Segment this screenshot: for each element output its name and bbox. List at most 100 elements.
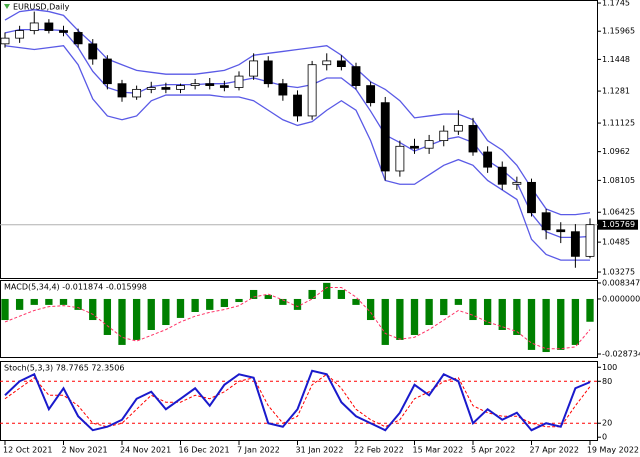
y-tick-label: 1.08105 [602, 176, 635, 185]
macd-bar [45, 298, 53, 305]
candle-body [336, 60, 346, 68]
macd-bar [249, 289, 258, 299]
macd-bar [469, 298, 477, 321]
y-tick-label: -0.028734 [602, 350, 640, 359]
macd-bar [74, 298, 82, 310]
band-lower [4, 45, 590, 261]
macd-bar [89, 298, 97, 321]
x-tick-label: 31 Jan 2022 [296, 446, 344, 455]
candle-body [541, 212, 551, 231]
candle-body [527, 181, 536, 214]
y-tick-label: 1.03275 [602, 268, 635, 277]
y-tick-label: 80 [602, 377, 612, 386]
y-tick-label: 1.0962 [602, 147, 630, 156]
candle-body [29, 22, 39, 31]
candle-body [468, 125, 478, 153]
candle-body [410, 145, 419, 149]
macd-bar [586, 298, 594, 322]
macd-bar [498, 298, 506, 330]
y-tick-label: 1.15965 [602, 27, 635, 36]
macd-bar [542, 298, 550, 353]
macd-bar [293, 298, 302, 310]
candle-body [453, 125, 463, 132]
candle-body [234, 75, 244, 88]
macd-bar [162, 298, 170, 326]
macd-bar [30, 298, 38, 305]
candle-body [219, 85, 229, 88]
stoch-main [4, 369, 591, 432]
macd-bar [352, 298, 360, 305]
x-tick-label: 15 Mar 2022 [413, 446, 464, 455]
x-tick-label: 22 Feb 2022 [354, 446, 404, 455]
candle-body [263, 60, 273, 85]
macd-bar [147, 298, 155, 330]
y-tick-label: 1.11125 [602, 119, 635, 128]
last-price-box [598, 219, 638, 230]
macd-bar [264, 294, 272, 299]
candle-body [0, 37, 10, 45]
x-tick-label: 12 Oct 2021 [3, 446, 52, 455]
y-tick-label: 100 [602, 363, 617, 372]
candle-body [73, 32, 83, 45]
candle-body [351, 66, 361, 86]
candle-body [424, 140, 434, 149]
candle-body [102, 58, 112, 85]
main-title: EURUSD,Daily [13, 3, 70, 12]
macd-bar [132, 298, 141, 340]
y-tick-label: 0.000000 [602, 294, 640, 303]
x-tick-label: 19 May 2022 [587, 446, 639, 455]
candle-body [249, 60, 259, 77]
macd-bar [557, 298, 565, 350]
macd-bar [308, 289, 316, 299]
macd-bar [396, 298, 404, 340]
x-tick-label: 16 Dec 2021 [179, 446, 230, 455]
band-upper [4, 9, 591, 216]
candle-body [88, 43, 98, 60]
macd-bar [1, 298, 9, 321]
candle-body [117, 83, 127, 98]
macd-bar [425, 298, 433, 326]
x-tick-label: 2 Nov 2021 [62, 446, 108, 455]
macd-bar [103, 298, 112, 335]
macd-bar [206, 298, 214, 310]
y-tick-label: 1.06425 [602, 208, 635, 217]
stoch-title: Stoch(5,3,3) 78.7765 72.3506 [4, 364, 124, 373]
candle-body [380, 102, 390, 172]
macd-bar [381, 298, 389, 345]
macd-bar [176, 298, 185, 318]
macd-bar [118, 298, 126, 345]
macd-signal [4, 286, 591, 350]
macd-bar [220, 298, 229, 308]
candle-body [176, 85, 185, 90]
macd-bar [440, 298, 448, 316]
candle-body [483, 151, 493, 168]
candle-body [585, 224, 595, 257]
stoch-panel [0, 361, 598, 441]
symbol-icon [4, 4, 10, 9]
y-tick-label: 0.008347 [602, 278, 640, 287]
candle-body [556, 229, 566, 233]
candle-body [322, 60, 332, 66]
macd-bar [483, 298, 492, 326]
x-tick-label: 7 Jan 2022 [237, 446, 280, 455]
macd-bar [366, 298, 375, 321]
macd-bar [454, 298, 463, 305]
y-tick-label: 20 [602, 419, 612, 428]
macd-title: MACD(5,34,4) -0.011874 -0.015998 [4, 283, 147, 292]
macd-bar [513, 298, 521, 335]
macd-bar [15, 298, 24, 310]
candle-body [307, 64, 317, 117]
main-panel [0, 0, 598, 279]
candle-body [205, 83, 215, 86]
macd-bar [527, 298, 536, 350]
y-tick-label: 0 [602, 433, 607, 442]
candle-body [161, 87, 171, 90]
macd-bar [191, 298, 199, 312]
candle-body [293, 94, 302, 117]
stoch-signal [4, 373, 591, 428]
candle-body [59, 30, 68, 33]
candle-body [366, 85, 376, 104]
last-price-label: 1.05769 [602, 220, 635, 229]
macd-bar [323, 282, 331, 299]
